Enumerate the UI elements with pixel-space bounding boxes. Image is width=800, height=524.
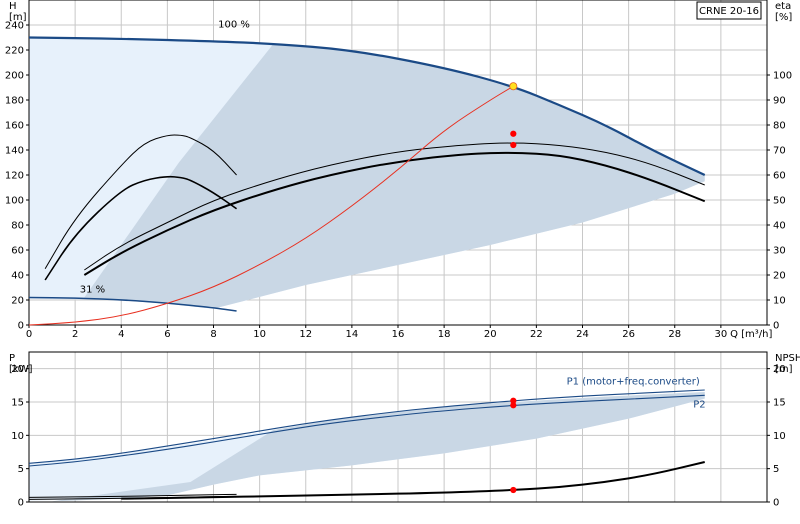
x-tick-label: 16 bbox=[392, 329, 405, 340]
annotation-100-percent: 100 % bbox=[218, 20, 250, 31]
series-p1_31 bbox=[28, 493, 237, 498]
y2-tick-label: 20 bbox=[773, 364, 786, 375]
x-axis-label: Q [m³/h] bbox=[730, 329, 772, 340]
y-tick-label: 10 bbox=[11, 431, 24, 442]
duty-point bbox=[510, 130, 517, 137]
duty-point bbox=[510, 141, 517, 149]
y-tick-label: 200 bbox=[5, 71, 24, 82]
x-tick-label: 18 bbox=[438, 329, 451, 340]
series-total_eta_100 bbox=[84, 142, 705, 271]
y-axis-label: H [m] bbox=[9, 1, 27, 23]
x-tick-label: 8 bbox=[210, 329, 216, 340]
y-tick-label: 20 bbox=[11, 296, 24, 307]
y2-tick-label: 0 bbox=[773, 321, 779, 332]
legend-p1_100: P1 (motor+freq.converter) bbox=[567, 377, 700, 388]
y-axis-label: P [kW] bbox=[9, 353, 33, 375]
y2-tick-label: 30 bbox=[773, 246, 786, 257]
y-tick-label: 160 bbox=[5, 121, 24, 132]
series-head_100 bbox=[28, 36, 706, 176]
series-head_31 bbox=[28, 296, 237, 312]
y-tick-label: 0 bbox=[18, 321, 24, 332]
y2-tick-label: 60 bbox=[773, 171, 786, 182]
min-speed-band bbox=[84, 43, 705, 309]
y2-tick-label: 70 bbox=[773, 146, 786, 157]
x-tick-label: 12 bbox=[299, 329, 312, 340]
duty-point bbox=[510, 486, 517, 494]
y2-tick-label: 100 bbox=[773, 71, 792, 82]
annotation-31-percent: 31 % bbox=[80, 285, 105, 296]
model-badge-text: CRNE 20-16 bbox=[699, 6, 759, 17]
y-tick-label: 80 bbox=[11, 221, 24, 232]
y-tick-label: 220 bbox=[5, 46, 24, 57]
y-tick-label: 20 bbox=[11, 364, 24, 375]
y2-tick-label: 5 bbox=[773, 464, 779, 475]
x-tick-label: 14 bbox=[346, 329, 359, 340]
y-tick-label: 180 bbox=[5, 96, 24, 107]
series-eta_31 bbox=[44, 175, 238, 281]
x-tick-label: 4 bbox=[118, 329, 124, 340]
x-tick-label: 10 bbox=[253, 329, 266, 340]
y2-tick-label: 10 bbox=[773, 431, 786, 442]
x-tick-label: 28 bbox=[668, 329, 681, 340]
y2-axis-label: NPSH [m] bbox=[775, 353, 800, 375]
y2-tick-label: 40 bbox=[773, 221, 786, 232]
y-tick-label: 240 bbox=[5, 21, 24, 32]
duty-point bbox=[509, 82, 518, 91]
y-tick-label: 100 bbox=[5, 196, 24, 207]
y-tick-label: 0 bbox=[18, 498, 24, 509]
model-badge: CRNE 20-16 bbox=[696, 1, 762, 20]
min-speed-band bbox=[52, 392, 705, 502]
x-tick-label: 0 bbox=[26, 329, 32, 340]
y2-tick-label: 0 bbox=[773, 498, 779, 509]
head-efficiency-panel: 0204060801001201401601802002202400102030… bbox=[5, 0, 792, 340]
duty-point bbox=[510, 397, 517, 404]
legend-p2_100: P2 bbox=[693, 399, 705, 410]
x-tick-label: 20 bbox=[484, 329, 497, 340]
series-p2_100 bbox=[28, 394, 705, 467]
x-tick-label: 26 bbox=[622, 329, 635, 340]
y-tick-label: 140 bbox=[5, 146, 24, 157]
x-tick-label: 2 bbox=[72, 329, 78, 340]
y-tick-label: 60 bbox=[11, 246, 24, 257]
y-tick-label: 120 bbox=[5, 171, 24, 182]
series-p1_100 bbox=[28, 389, 705, 464]
x-tick-label: 22 bbox=[530, 329, 543, 340]
y2-tick-label: 80 bbox=[773, 121, 786, 132]
series-total_eta_31 bbox=[44, 134, 237, 270]
series-system_curve bbox=[28, 85, 514, 326]
y-tick-label: 40 bbox=[11, 271, 24, 282]
y-tick-label: 15 bbox=[11, 398, 24, 409]
y2-tick-label: 50 bbox=[773, 196, 786, 207]
plot-frame bbox=[28, 351, 768, 503]
x-tick-label: 24 bbox=[576, 329, 589, 340]
series-eta_100 bbox=[83, 151, 706, 276]
x-tick-label: 30 bbox=[715, 329, 728, 340]
y2-tick-label: 10 bbox=[773, 296, 786, 307]
y2-tick-label: 15 bbox=[773, 398, 786, 409]
y2-axis-label: eta [%] bbox=[775, 1, 792, 23]
series-npsh bbox=[121, 461, 705, 500]
x-tick-label: 6 bbox=[164, 329, 170, 340]
y2-tick-label: 20 bbox=[773, 271, 786, 282]
duty-point bbox=[510, 402, 517, 409]
y2-tick-label: 90 bbox=[773, 96, 786, 107]
y-tick-label: 5 bbox=[18, 464, 24, 475]
